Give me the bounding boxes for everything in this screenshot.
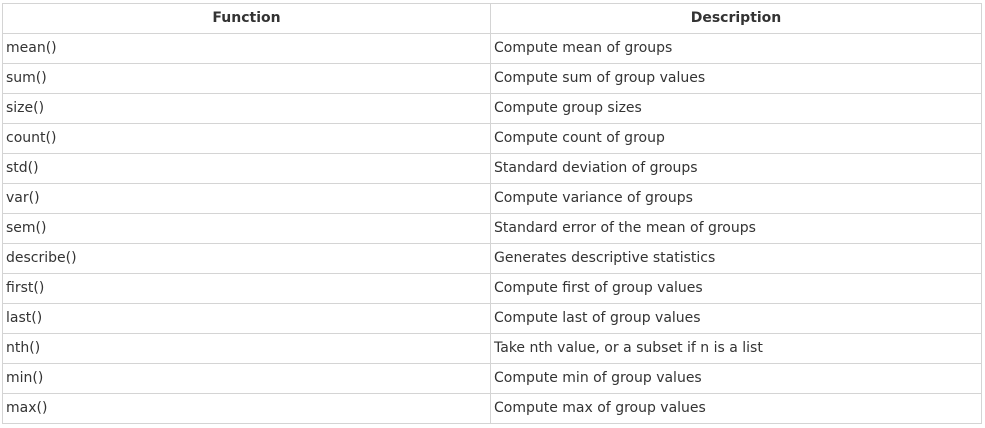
table-row: std() Standard deviation of groups (2, 153, 982, 184)
function-table: Function Description mean() Compute mean… (2, 3, 982, 424)
function-cell: last() (2, 303, 491, 334)
function-cell: sum() (2, 63, 491, 94)
function-cell: std() (2, 153, 491, 184)
table-row: sem() Standard error of the mean of grou… (2, 213, 982, 244)
table-header-row: Function Description (2, 3, 982, 34)
description-cell: Standard deviation of groups (490, 153, 982, 184)
table-row: describe() Generates descriptive statist… (2, 243, 982, 274)
table-row: sum() Compute sum of group values (2, 63, 982, 94)
table-row: max() Compute max of group values (2, 393, 982, 424)
description-cell: Take nth value, or a subset if n is a li… (490, 333, 982, 364)
description-cell: Standard error of the mean of groups (490, 213, 982, 244)
description-cell: Compute min of group values (490, 363, 982, 394)
table-row: nth() Take nth value, or a subset if n i… (2, 333, 982, 364)
function-cell: count() (2, 123, 491, 154)
function-cell: nth() (2, 333, 491, 364)
description-cell: Compute max of group values (490, 393, 982, 424)
table-row: first() Compute first of group values (2, 273, 982, 304)
function-cell: min() (2, 363, 491, 394)
function-cell: var() (2, 183, 491, 214)
table-row: count() Compute count of group (2, 123, 982, 154)
description-cell: Compute group sizes (490, 93, 982, 124)
description-cell: Compute last of group values (490, 303, 982, 334)
header-description: Description (490, 3, 982, 34)
table-row: mean() Compute mean of groups (2, 33, 982, 64)
function-cell: mean() (2, 33, 491, 64)
function-cell: sem() (2, 213, 491, 244)
table-row: min() Compute min of group values (2, 363, 982, 394)
function-cell: first() (2, 273, 491, 304)
description-cell: Compute mean of groups (490, 33, 982, 64)
description-cell: Compute count of group (490, 123, 982, 154)
table-row: last() Compute last of group values (2, 303, 982, 334)
description-cell: Generates descriptive statistics (490, 243, 982, 274)
table-row: var() Compute variance of groups (2, 183, 982, 214)
description-cell: Compute variance of groups (490, 183, 982, 214)
description-cell: Compute first of group values (490, 273, 982, 304)
table-row: size() Compute group sizes (2, 93, 982, 124)
header-function: Function (2, 3, 491, 34)
function-cell: max() (2, 393, 491, 424)
function-table-container: Function Description mean() Compute mean… (2, 3, 982, 424)
function-cell: size() (2, 93, 491, 124)
function-cell: describe() (2, 243, 491, 274)
description-cell: Compute sum of group values (490, 63, 982, 94)
